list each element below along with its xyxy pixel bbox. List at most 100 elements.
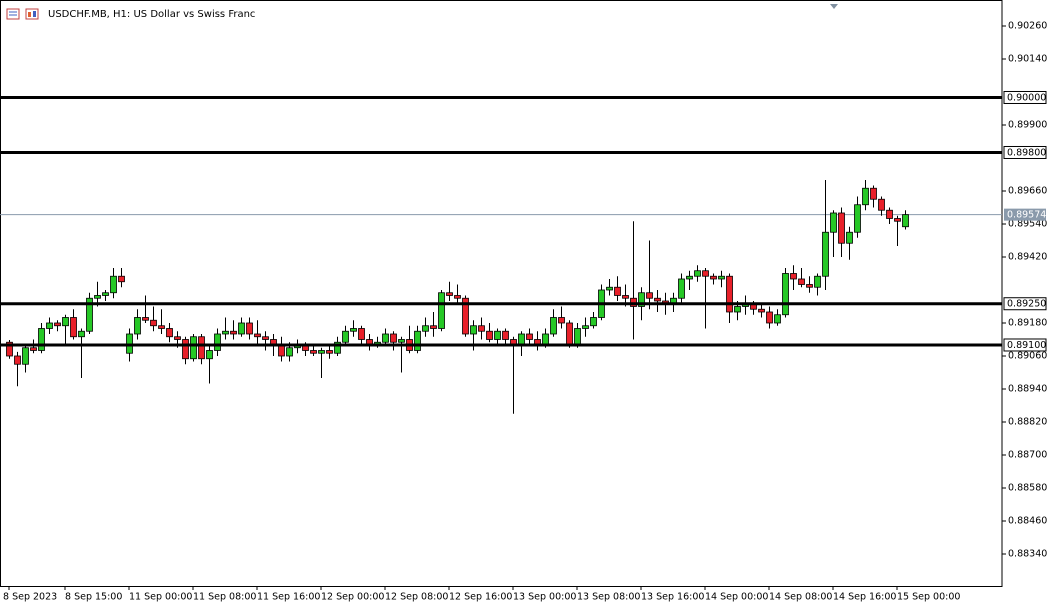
y-tick-label: 0.88580 — [1008, 482, 1047, 493]
candle-body — [478, 325, 485, 332]
candle-body — [758, 308, 765, 313]
candle-body — [382, 333, 389, 343]
candle-body — [198, 336, 205, 360]
candle-body — [438, 292, 445, 329]
candle-body — [230, 330, 237, 335]
y-tick-label: 0.89900 — [1008, 119, 1047, 130]
x-tick-label: 14 Sep 00:00 — [705, 592, 768, 603]
candle-body — [422, 325, 429, 332]
candle-body — [774, 314, 781, 324]
candle-body — [318, 350, 325, 354]
candle-body — [134, 317, 141, 335]
x-tick-label: 8 Sep 2023 — [3, 592, 57, 603]
candle-body — [518, 333, 525, 346]
candle-body — [646, 292, 653, 299]
candle-body — [390, 333, 397, 343]
level-label: 0.89800 — [1007, 147, 1046, 158]
y-tick-label: 0.88820 — [1008, 416, 1047, 427]
candle-body — [222, 330, 229, 335]
candle-body — [102, 292, 109, 296]
candle-body — [62, 317, 69, 327]
candle-body — [446, 292, 453, 296]
candle-body — [190, 336, 197, 360]
candle-body — [214, 333, 221, 351]
candle-body — [702, 270, 709, 277]
candle-body — [526, 333, 533, 340]
candle-body — [78, 330, 85, 338]
candle-body — [358, 328, 365, 340]
x-tick-label: 11 Sep 16:00 — [257, 592, 320, 603]
candle-body — [886, 209, 893, 219]
y-tick-label: 0.89420 — [1008, 251, 1047, 262]
chart-title: USDCHF.MB, H1: US Dollar vs Swiss Franc — [48, 9, 255, 20]
candle-body — [566, 322, 573, 346]
candle-body — [638, 292, 645, 307]
candle-body — [798, 278, 805, 285]
candle-body — [14, 355, 21, 365]
candle-body — [430, 325, 437, 329]
candle-body — [494, 330, 501, 340]
candle-body — [846, 231, 853, 244]
level-label: 0.89100 — [1007, 340, 1046, 351]
candle-body — [550, 317, 557, 335]
candle-body — [806, 284, 813, 288]
candle-body — [142, 317, 149, 321]
candle-body — [94, 295, 101, 299]
candle-body — [686, 275, 693, 280]
candle-body — [238, 322, 245, 335]
candle-body — [766, 311, 773, 324]
candle-body — [694, 270, 701, 277]
icon-bar — [33, 11, 36, 17]
x-tick-label: 8 Sep 15:00 — [65, 592, 122, 603]
x-tick-label: 15 Sep 00:00 — [897, 592, 960, 603]
candle-body — [158, 325, 165, 329]
candle-body — [590, 317, 597, 327]
candle-body — [790, 273, 797, 280]
x-tick-label: 12 Sep 08:00 — [385, 592, 448, 603]
candle-body — [838, 212, 845, 244]
candle-body — [894, 218, 901, 222]
toolbar-icons — [6, 8, 39, 20]
candle-body — [182, 339, 189, 360]
candle-body — [606, 286, 613, 291]
candle-body — [206, 350, 213, 360]
candle-body — [734, 306, 741, 313]
candle-body — [710, 275, 717, 280]
candle-body — [46, 322, 53, 329]
candle-body — [262, 336, 269, 340]
candle-body — [654, 297, 661, 302]
candle-body — [878, 198, 885, 211]
candle-body — [678, 278, 685, 299]
level-label: 0.89250 — [1007, 299, 1046, 310]
level-label: 0.90000 — [1007, 92, 1046, 103]
candle-body — [902, 214, 909, 228]
candle-body — [830, 212, 837, 233]
candle-body — [862, 187, 869, 206]
x-tick-label: 11 Sep 00:00 — [129, 592, 192, 603]
y-tick-label: 0.89180 — [1008, 317, 1047, 328]
candle-body — [822, 231, 829, 277]
shift-marker — [830, 4, 838, 9]
candle-body — [70, 317, 77, 338]
icon — [6, 8, 20, 20]
candle-body — [454, 295, 461, 299]
level-label-box — [1003, 338, 1047, 352]
candle-body — [558, 317, 565, 324]
candle-body — [574, 328, 581, 346]
y-tick-label: 0.90260 — [1008, 20, 1047, 31]
x-tick-label: 13 Sep 08:00 — [577, 592, 640, 603]
candle-body — [254, 333, 261, 338]
candle-body — [542, 333, 549, 346]
candle-body — [870, 187, 877, 200]
candle-body — [334, 341, 341, 354]
candle-body — [502, 330, 509, 340]
candle-body — [470, 325, 477, 335]
candle-body — [782, 273, 789, 316]
candle-body — [614, 286, 621, 296]
candle-body — [30, 347, 37, 351]
plot-frame — [0, 0, 1003, 587]
x-tick-label: 12 Sep 16:00 — [449, 592, 512, 603]
candle-body — [110, 275, 117, 294]
